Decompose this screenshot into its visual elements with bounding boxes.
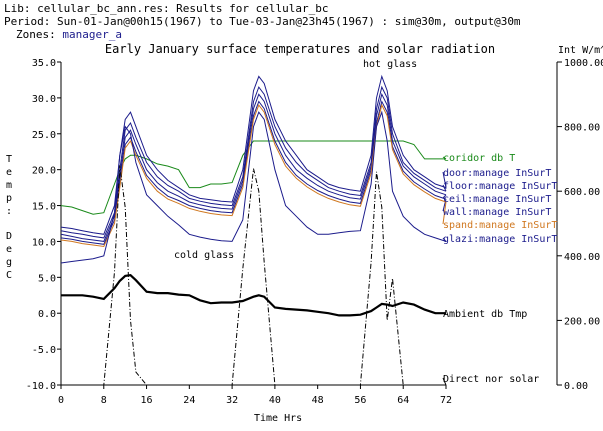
x-tick-label: 8 bbox=[101, 395, 107, 406]
y-tick-label: -10.0 bbox=[26, 381, 56, 392]
x-tick-label: 16 bbox=[141, 395, 153, 406]
zones-line: Zones: manager_a bbox=[16, 28, 122, 41]
y2-tick-label: 800.00 bbox=[564, 123, 600, 134]
y2-tick-label: 0.00 bbox=[564, 381, 588, 392]
y-axis-label-char: e bbox=[6, 167, 12, 178]
y2-tick-label: 600.00 bbox=[564, 187, 600, 198]
y-tick-label: 15.0 bbox=[32, 202, 56, 213]
series-line-glazi-manage-insurt bbox=[60, 110, 447, 264]
y2-tick-label: 400.00 bbox=[564, 252, 600, 263]
y-tick-label: 0.0 bbox=[38, 309, 56, 320]
y-tick-label: 20.0 bbox=[32, 166, 56, 177]
y-tick-label: 35.0 bbox=[32, 58, 56, 69]
x-tick-label: 40 bbox=[269, 395, 281, 406]
legend-label-ambient-db-tmp: Ambient db Tmp bbox=[443, 309, 527, 320]
y-axis-label-char: e bbox=[6, 244, 12, 255]
y-axis-label-char: g bbox=[6, 257, 12, 268]
x-tick-label: 32 bbox=[226, 395, 238, 406]
series-line-ambient-db-tmp bbox=[61, 274, 446, 317]
series-leader-glazi-manage-insurt bbox=[442, 237, 447, 242]
series-line-floor-manage-insurt bbox=[60, 85, 447, 239]
legend-label-coridor-db-t: coridor db T bbox=[443, 153, 515, 164]
series-leader-spand-manage-insurt bbox=[442, 201, 447, 225]
x-tick-label: 72 bbox=[440, 395, 452, 406]
x-tick-label: 56 bbox=[354, 395, 366, 406]
y-axis-label-char: T bbox=[6, 154, 12, 165]
series-leader-door-manage-insurt bbox=[442, 171, 447, 188]
y-tick-label: 30.0 bbox=[32, 94, 56, 105]
legend-label-door-manage-insurt: door:manage InSurT bbox=[443, 168, 551, 179]
y-tick-label: 25.0 bbox=[32, 130, 56, 141]
lib-line: Lib: cellular_bc_ann.res: Results for ce… bbox=[4, 2, 329, 15]
series-line-ceil-manage-insurt bbox=[60, 92, 447, 242]
y-tick-label: -5.0 bbox=[32, 345, 56, 356]
zones-label: Zones: bbox=[16, 28, 56, 41]
series-line-door-manage-insurt bbox=[60, 74, 447, 235]
y-tick-label: 10.0 bbox=[32, 237, 56, 248]
legend-label-wall-manage-insurt: wall:manage InSurT bbox=[443, 207, 551, 218]
series-line-spand-manage-insurt bbox=[60, 103, 447, 248]
zone-name: manager_a bbox=[62, 28, 122, 41]
series-leader-direct-nor-solar bbox=[442, 377, 447, 386]
legend-label-spand-manage-insurt: spand:manage InSurT bbox=[443, 220, 557, 231]
series-leader-wall-manage-insurt bbox=[442, 198, 447, 212]
x-axis-label: Time Hrs bbox=[254, 413, 302, 424]
y2-tick-label: 200.00 bbox=[564, 316, 600, 327]
series-line-direct-nor-solar bbox=[61, 165, 446, 386]
legend-label-floor-manage-insurt: floor:manage InSurT bbox=[443, 181, 557, 192]
y2-axis-label: Int W/m^2 bbox=[558, 45, 603, 56]
series-leader-floor-manage-insurt bbox=[442, 184, 447, 192]
x-tick-label: 0 bbox=[58, 395, 64, 406]
y-axis-label-char: D bbox=[6, 231, 12, 242]
legend-label-glazi-manage-insurt: glazi:manage InSurT bbox=[443, 234, 557, 245]
series-leader-coridor-db-t bbox=[442, 156, 447, 160]
series-line-coridor-db-t bbox=[60, 140, 446, 215]
x-tick-label: 64 bbox=[397, 395, 409, 406]
y-axis-label-char: p bbox=[6, 193, 12, 204]
y-tick-label: 5.0 bbox=[38, 273, 56, 284]
y-axis-label-char: C bbox=[6, 270, 12, 281]
cold-glass-annotation: cold glass bbox=[174, 250, 234, 261]
x-tick-label: 48 bbox=[312, 395, 324, 406]
period-line: Period: Sun-01-Jan@00h15(1967) to Tue-03… bbox=[4, 15, 521, 28]
hot-glass-annotation: hot glass bbox=[363, 59, 417, 70]
series-leader-ceil-manage-insurt bbox=[442, 194, 447, 199]
legend-label-direct-nor-solar: Direct nor solar bbox=[443, 374, 539, 385]
legend-label-ceil-manage-insurt: ceil:manage InSurT bbox=[443, 194, 551, 205]
x-tick-label: 24 bbox=[183, 395, 195, 406]
chart-title: Early January surface temperatures and s… bbox=[105, 42, 495, 56]
y-axis-label-char: m bbox=[6, 180, 12, 191]
y-axis-label-char: : bbox=[6, 206, 12, 217]
y2-tick-label: 1000.00 bbox=[564, 58, 603, 69]
